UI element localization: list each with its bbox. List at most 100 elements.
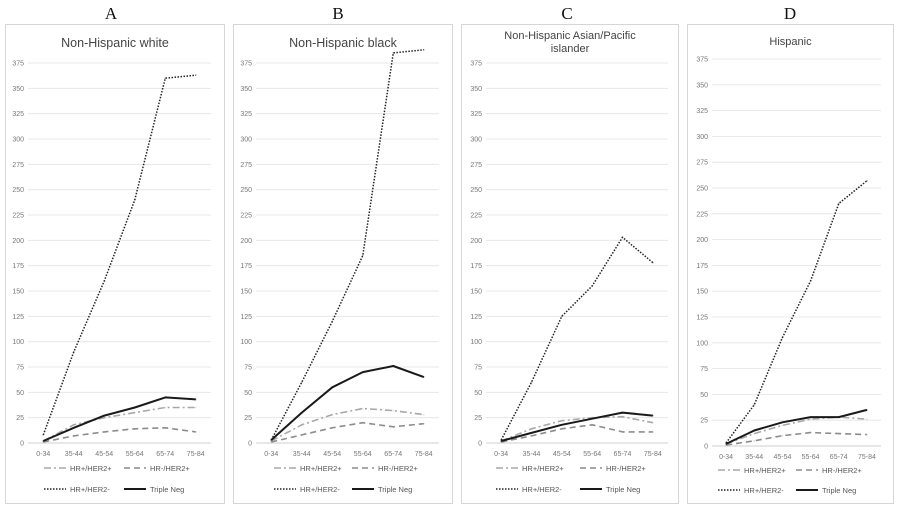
legend-label-a-hr-neg-her2-pos: HR-/HER2+ (150, 464, 190, 473)
point-d-hr-pos-her2-neg-5 (866, 179, 868, 182)
y-tick-a-325: 325 (12, 111, 24, 118)
point-c-hr-neg-her2-pos-5 (651, 430, 654, 433)
point-a-triple-neg-4 (164, 396, 167, 399)
y-tick-a-0: 0 (20, 441, 24, 448)
y-tick-d-50: 50 (700, 392, 708, 399)
panel-letter-b: B (332, 4, 344, 23)
y-tick-a-300: 300 (12, 137, 24, 144)
y-tick-d-200: 200 (696, 237, 708, 244)
point-b-hr-pos-her2-neg-3 (361, 254, 364, 257)
point-d-hr-neg-her2-pos-2 (781, 434, 784, 437)
series-line-d-hr-pos-her2-pos (725, 416, 867, 445)
y-tick-a-200: 200 (12, 238, 24, 245)
y-tick-c-250: 250 (470, 187, 482, 194)
point-a-hr-pos-her2-neg-1 (72, 350, 75, 353)
y-tick-d-250: 250 (696, 186, 708, 193)
point-d-triple-neg-4 (837, 416, 840, 419)
point-b-hr-pos-her2-neg-1 (300, 381, 303, 384)
point-b-hr-neg-her2-pos-5 (422, 422, 425, 425)
point-d-hr-pos-her2-neg-4 (837, 202, 840, 205)
point-d-triple-neg-0 (725, 443, 727, 445)
y-tick-d-0: 0 (704, 444, 708, 451)
panel-title-a: Non-Hispanic white (61, 36, 169, 50)
point-c-hr-pos-her2-neg-5 (651, 261, 654, 264)
chart-svg-b: Non-Hispanic black3753503253002752502252… (240, 36, 439, 494)
point-c-triple-neg-4 (621, 411, 624, 414)
point-a-hr-neg-her2-pos-4 (164, 426, 167, 429)
x-tick-d-65-74: 65-74 (830, 454, 848, 461)
y-tick-b-25: 25 (244, 415, 252, 422)
point-d-hr-neg-her2-pos-3 (809, 431, 812, 434)
point-c-hr-pos-her2-neg-4 (621, 236, 624, 239)
point-b-triple-neg-5 (422, 376, 425, 379)
legend-label-c-triple-neg: Triple Neg (606, 485, 640, 494)
point-b-hr-neg-her2-pos-4 (392, 425, 395, 428)
series-line-d-triple-neg (725, 408, 868, 445)
x-tick-b-75-84: 75-84 (415, 451, 433, 458)
point-c-hr-pos-her2-pos-5 (651, 421, 654, 424)
y-tick-c-200: 200 (470, 238, 482, 245)
x-tick-b-35-44: 35-44 (293, 451, 311, 458)
panel-letter-c: C (561, 4, 573, 23)
point-a-hr-pos-her2-neg-5 (194, 74, 197, 77)
y-tick-c-275: 275 (470, 162, 482, 169)
y-tick-d-350: 350 (696, 82, 708, 89)
x-tick-c-75-84: 75-84 (644, 451, 662, 458)
point-a-triple-neg-0 (42, 440, 45, 442)
y-tick-c-350: 350 (470, 86, 482, 93)
point-c-hr-neg-her2-pos-3 (591, 423, 594, 426)
point-a-hr-pos-her2-neg-2 (103, 279, 106, 282)
x-tick-d-75-84: 75-84 (858, 454, 876, 461)
legend-label-c-hr-neg-her2-pos: HR-/HER2+ (606, 464, 646, 473)
series-line-b-hr-neg-her2-pos (271, 421, 424, 443)
panel-title-c-line2: islander (551, 43, 590, 55)
legend-label-d-hr-neg-her2-pos: HR-/HER2+ (822, 466, 862, 475)
point-b-triple-neg-1 (300, 411, 303, 414)
point-b-triple-neg-0 (270, 439, 273, 441)
point-a-hr-pos-her2-pos-5 (194, 406, 197, 409)
y-tick-a-100: 100 (12, 339, 24, 346)
point-c-hr-neg-her2-pos-2 (560, 427, 563, 430)
y-tick-a-150: 150 (12, 289, 24, 296)
y-tick-d-225: 225 (696, 211, 708, 218)
point-b-hr-pos-her2-neg-4 (392, 51, 395, 54)
legend-label-c-hr-pos-her2-pos: HR+/HER2+ (522, 464, 564, 473)
y-tick-b-75: 75 (244, 365, 252, 372)
y-tick-b-50: 50 (244, 390, 252, 397)
x-tick-b-65-74: 65-74 (384, 451, 402, 458)
y-tick-c-225: 225 (470, 213, 482, 220)
y-tick-b-225: 225 (240, 213, 252, 220)
x-tick-a-0-34: 0-34 (36, 451, 50, 458)
panel-title-b: Non-Hispanic black (289, 36, 397, 50)
point-a-hr-neg-her2-pos-3 (133, 427, 136, 430)
legend-label-b-triple-neg: Triple Neg (378, 485, 412, 494)
point-c-triple-neg-2 (560, 423, 563, 426)
point-c-triple-neg-3 (591, 417, 594, 420)
x-tick-d-0-34: 0-34 (719, 454, 733, 461)
legend-label-d-hr-pos-her2-pos: HR+/HER2+ (744, 466, 786, 475)
legend-label-c-hr-pos-her2-neg: HR+/HER2- (522, 485, 562, 494)
y-tick-d-375: 375 (696, 57, 708, 64)
legend-label-a-hr-pos-her2-pos: HR+/HER2+ (70, 464, 112, 473)
point-a-triple-neg-5 (194, 398, 197, 401)
panel-letter-a: A (104, 4, 118, 23)
x-tick-a-75-84: 75-84 (187, 451, 205, 458)
point-a-hr-neg-her2-pos-1 (72, 435, 75, 437)
y-tick-a-225: 225 (12, 213, 24, 220)
panel-title-d: Hispanic (769, 36, 812, 48)
x-tick-c-55-64: 55-64 (583, 451, 601, 458)
y-tick-a-275: 275 (12, 162, 24, 169)
point-a-hr-neg-her2-pos-2 (103, 430, 106, 433)
point-d-hr-pos-her2-pos-3 (809, 418, 812, 421)
x-tick-c-0-34: 0-34 (494, 451, 508, 458)
point-b-hr-neg-her2-pos-1 (300, 433, 303, 436)
point-b-hr-pos-her2-pos-5 (422, 413, 425, 416)
series-line-d-hr-neg-her2-pos (725, 431, 867, 446)
x-tick-d-35-44: 35-44 (745, 454, 763, 461)
point-b-triple-neg-4 (392, 365, 395, 367)
y-tick-d-175: 175 (696, 263, 708, 270)
y-tick-d-275: 275 (696, 160, 708, 167)
y-tick-c-175: 175 (470, 263, 482, 270)
series-line-a-triple-neg (42, 396, 196, 442)
